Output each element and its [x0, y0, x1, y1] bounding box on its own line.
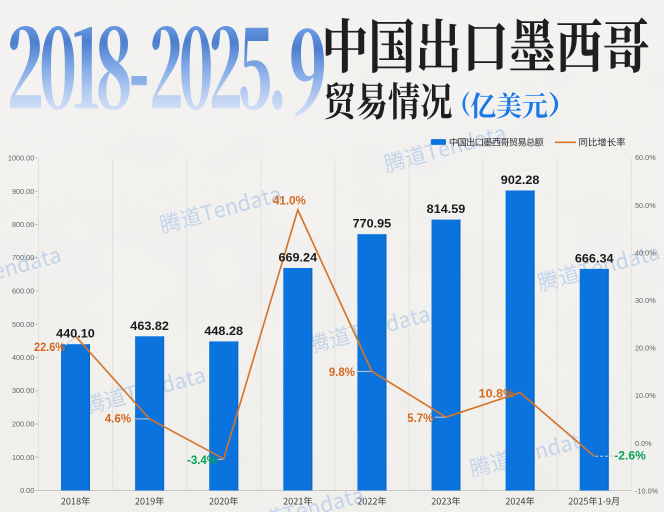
svg-text:900.00: 900.00 [12, 187, 34, 196]
svg-text:0.0%: 0.0% [635, 439, 652, 448]
svg-text:60.0%: 60.0% [635, 153, 656, 162]
svg-text:300.00: 300.00 [12, 386, 34, 395]
svg-text:22.6%: 22.6% [34, 340, 65, 354]
svg-text:800.00: 800.00 [12, 220, 34, 229]
svg-text:0.00: 0.00 [20, 486, 34, 495]
svg-text:463.82: 463.82 [130, 319, 169, 333]
svg-text:1000.00: 1000.00 [8, 154, 34, 163]
svg-text:-2.6%: -2.6% [614, 449, 646, 463]
svg-text:440.10: 440.10 [56, 327, 95, 341]
svg-text:100.00: 100.00 [12, 453, 34, 462]
svg-text:5.7%: 5.7% [407, 411, 433, 425]
svg-text:9.8%: 9.8% [329, 365, 355, 379]
svg-text:200.00: 200.00 [12, 420, 34, 429]
svg-text:4.6%: 4.6% [105, 412, 132, 426]
svg-text:20.0%: 20.0% [635, 344, 656, 353]
svg-text:448.28: 448.28 [204, 324, 243, 338]
svg-text:50.0%: 50.0% [635, 201, 656, 210]
svg-text:400.00: 400.00 [12, 353, 34, 362]
svg-text:-3.4%: -3.4% [187, 453, 217, 467]
svg-text:41.0%: 41.0% [273, 193, 306, 207]
svg-text:30.0%: 30.0% [635, 296, 656, 305]
svg-text:770.95: 770.95 [353, 217, 392, 231]
svg-text:666.34: 666.34 [575, 251, 614, 265]
svg-text:10.0%: 10.0% [635, 391, 656, 400]
svg-text:700.00: 700.00 [12, 253, 34, 262]
svg-text:-10.0%: -10.0% [635, 486, 659, 495]
svg-text:814.59: 814.59 [427, 202, 466, 216]
svg-text:902.28: 902.28 [501, 173, 540, 187]
svg-text:10.8%: 10.8% [479, 387, 515, 401]
svg-text:500.00: 500.00 [12, 320, 34, 329]
svg-text:40.0%: 40.0% [635, 248, 656, 257]
svg-text:600.00: 600.00 [12, 287, 34, 296]
svg-text:669.24: 669.24 [279, 251, 318, 265]
